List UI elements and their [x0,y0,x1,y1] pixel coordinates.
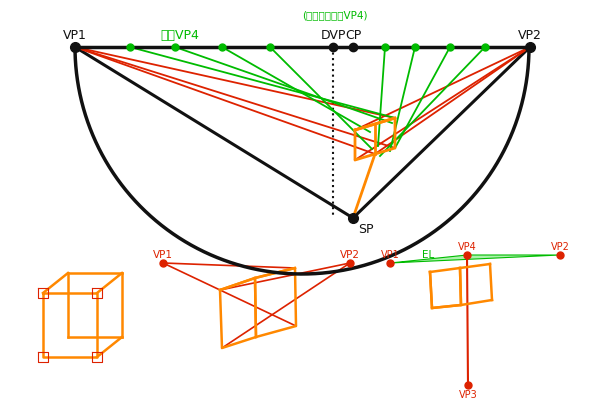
Text: (対角線方向のVP4): (対角線方向のVP4) [302,10,368,20]
Text: VP2: VP2 [340,250,360,260]
Polygon shape [430,264,490,272]
Text: VP2: VP2 [551,242,569,252]
Text: VP1: VP1 [380,250,400,260]
Polygon shape [390,255,560,263]
Text: DVP: DVP [320,29,346,42]
Text: CP: CP [345,29,361,42]
Text: 全てVP4: 全てVP4 [161,29,199,42]
Text: VP4: VP4 [458,242,476,252]
Text: VP2: VP2 [518,29,542,42]
Text: VP1: VP1 [63,29,87,42]
Text: VP1: VP1 [153,250,173,260]
Text: VP3: VP3 [458,390,478,400]
Text: EL: EL [422,250,434,260]
Text: SP: SP [358,223,373,236]
